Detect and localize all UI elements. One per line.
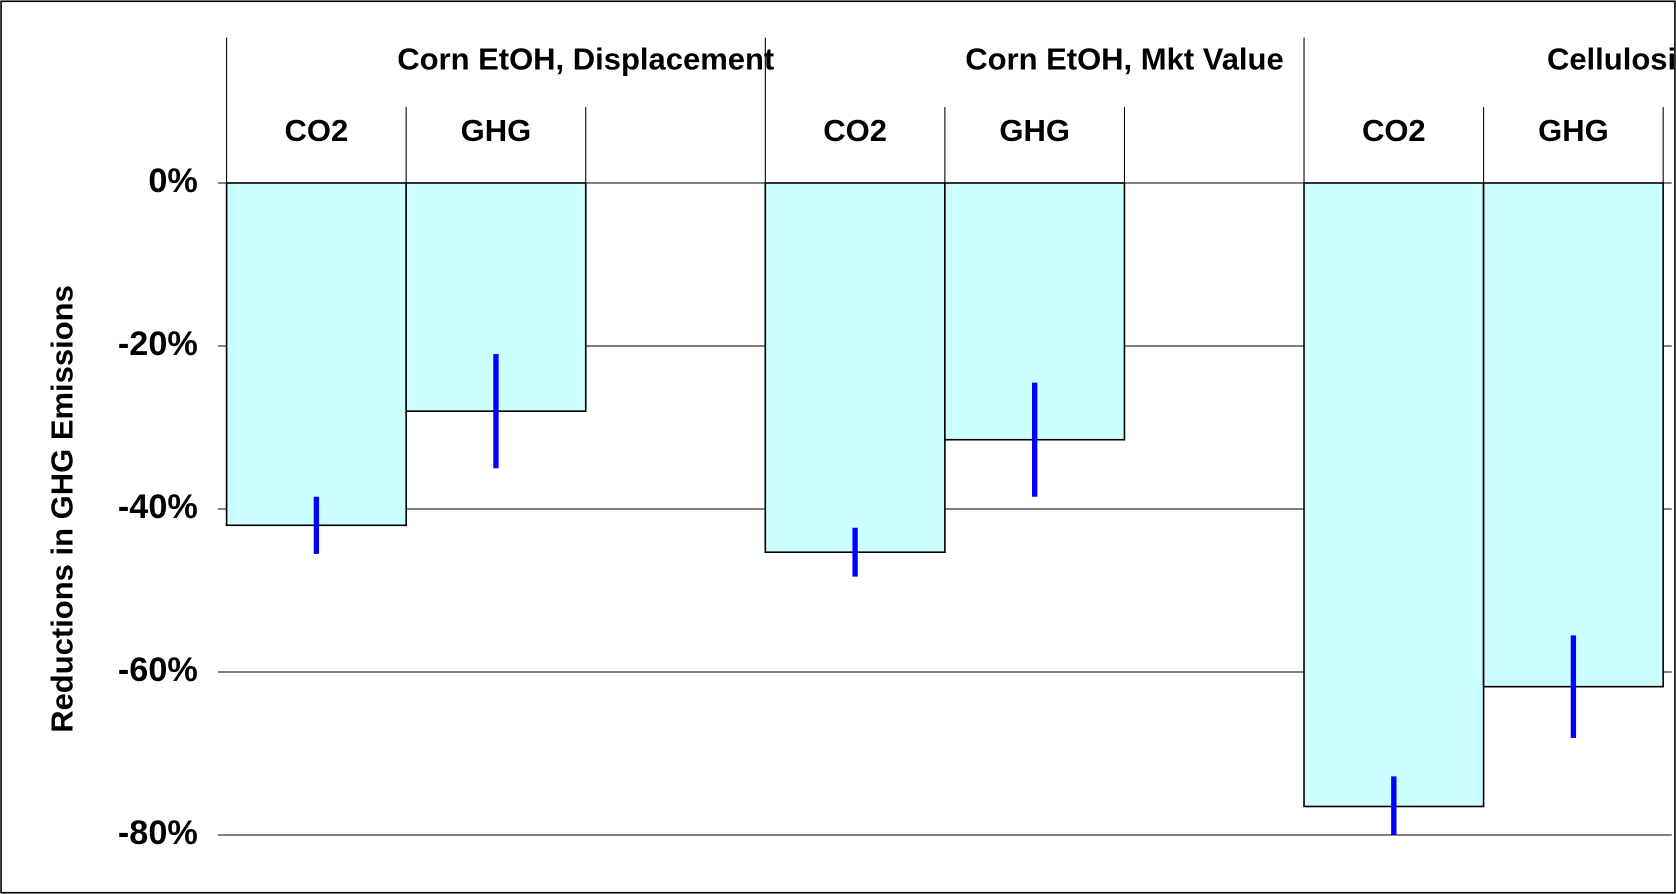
category-label: GHG bbox=[1538, 113, 1609, 148]
y-tick-label: -40% bbox=[118, 488, 198, 526]
group-label: Corn EtOH, Displacement bbox=[397, 41, 774, 76]
y-tick-label: -20% bbox=[118, 325, 198, 363]
category-label: GHG bbox=[999, 113, 1070, 148]
y-axis-label: Reductions in GHG Emissions bbox=[44, 285, 79, 733]
bar bbox=[764, 182, 946, 553]
bar bbox=[1482, 182, 1664, 688]
category-label: GHG bbox=[461, 113, 532, 148]
group-label: Corn EtOH, Mkt Value bbox=[965, 41, 1283, 76]
category-label: CO2 bbox=[823, 113, 887, 148]
category-label: CO2 bbox=[285, 113, 349, 148]
group-label: Cellulosic EtOH bbox=[1547, 41, 1676, 76]
y-tick-label: -60% bbox=[118, 651, 198, 689]
bar bbox=[1303, 182, 1485, 808]
y-tick-label: -80% bbox=[118, 814, 198, 852]
bar bbox=[225, 182, 407, 527]
category-label: CO2 bbox=[1362, 113, 1426, 148]
y-tick-label: 0% bbox=[148, 162, 197, 200]
